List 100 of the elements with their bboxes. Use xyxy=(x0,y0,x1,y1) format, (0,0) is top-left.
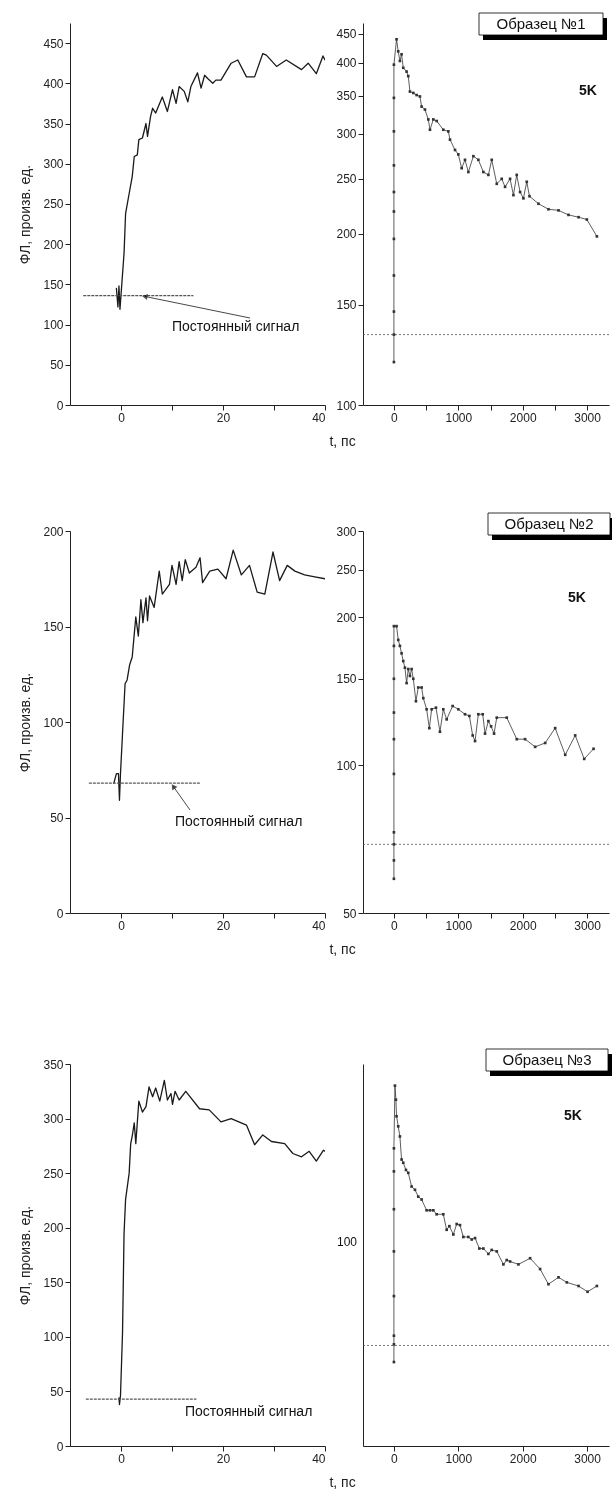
x-tick-label: 0 xyxy=(118,410,126,425)
point xyxy=(495,1250,499,1253)
x-tick-label: 2000 xyxy=(509,410,537,425)
point xyxy=(522,197,525,200)
annotation: Постоянный сигнал xyxy=(185,1403,313,1419)
x-tick-label: 40 xyxy=(312,1451,326,1466)
x-tick-label: 1000 xyxy=(445,918,473,933)
point xyxy=(557,209,560,212)
point xyxy=(416,1195,420,1198)
x-tick-label: 0 xyxy=(391,410,399,425)
point xyxy=(495,182,499,186)
y-tick-label: 0 xyxy=(56,398,64,413)
y-tick-label: 200 xyxy=(43,524,64,539)
point xyxy=(395,37,398,41)
y-tick-label: 450 xyxy=(43,36,64,51)
y-tick-label: 200 xyxy=(336,227,357,242)
x-axis-title: t, пс xyxy=(329,940,356,957)
y-tick-label: 150 xyxy=(43,1275,64,1290)
point xyxy=(425,707,428,711)
point xyxy=(400,1158,403,1161)
point xyxy=(416,686,420,689)
point xyxy=(400,52,403,56)
annotation: 5K xyxy=(568,589,586,605)
y-tick-label: 150 xyxy=(43,620,64,634)
point xyxy=(482,1247,485,1250)
point xyxy=(565,1281,569,1284)
y-tick-label: 150 xyxy=(336,672,357,687)
point xyxy=(441,1212,445,1216)
point xyxy=(401,1161,405,1165)
y-tick-label: 350 xyxy=(336,89,357,104)
annotation: Постоянный сигнал xyxy=(172,318,300,334)
y-tick-label: 300 xyxy=(43,157,64,172)
point xyxy=(400,652,403,655)
x-tick-label: 0 xyxy=(391,1451,399,1466)
y-tick-label: 100 xyxy=(43,1330,64,1345)
x-tick-label: 20 xyxy=(216,410,231,425)
point xyxy=(395,1114,398,1118)
y-tick-label: 250 xyxy=(43,197,64,212)
point xyxy=(577,215,580,219)
point xyxy=(573,734,577,737)
y-tick-label: 350 xyxy=(43,1057,64,1072)
y-tick-label: 200 xyxy=(43,237,64,252)
y-tick-label: 150 xyxy=(43,277,64,292)
x-tick-label: 1000 xyxy=(445,410,473,425)
annotation: Образец №2 xyxy=(504,515,594,532)
y-tick-label: 200 xyxy=(43,1221,64,1236)
y-tick-label: 0 xyxy=(56,906,64,921)
point xyxy=(460,166,463,170)
point xyxy=(447,130,450,133)
point xyxy=(452,1233,455,1236)
x-tick-label: 40 xyxy=(312,410,326,425)
point xyxy=(420,1198,423,1201)
point xyxy=(481,712,485,716)
y-tick-label: 300 xyxy=(43,1112,64,1127)
text: Образец №3 xyxy=(502,1051,592,1068)
line-series xyxy=(115,52,325,310)
x-tick-label: 40 xyxy=(312,918,326,933)
point xyxy=(396,1125,400,1128)
point xyxy=(495,716,499,719)
y-tick-label: 100 xyxy=(43,715,64,730)
x-tick-label: 20 xyxy=(216,918,231,933)
y-tick-label: 200 xyxy=(336,610,357,625)
point xyxy=(505,716,509,719)
point xyxy=(547,207,550,211)
point xyxy=(420,686,423,689)
point xyxy=(525,180,529,184)
annotation: Постоянный сигнал xyxy=(175,813,303,829)
x-tick-label: 2000 xyxy=(509,918,537,933)
y-tick-label: 0 xyxy=(56,1439,64,1454)
point xyxy=(430,707,433,711)
point xyxy=(445,1228,448,1232)
point xyxy=(445,718,448,721)
point xyxy=(432,1208,435,1212)
point xyxy=(472,154,475,158)
point xyxy=(592,747,595,751)
y-tick-label: 50 xyxy=(50,1384,64,1399)
point xyxy=(396,50,400,53)
line-series xyxy=(113,549,325,801)
x-tick-label: 0 xyxy=(118,1451,126,1466)
point xyxy=(410,1185,413,1188)
x-tick-label: 2000 xyxy=(509,1451,537,1466)
annotation: 5K xyxy=(564,1107,582,1123)
point xyxy=(405,70,408,73)
point xyxy=(425,1208,428,1212)
y-tick-label: 250 xyxy=(43,1166,64,1181)
x-tick-label: 3000 xyxy=(574,1451,602,1466)
y-axis-title: ФЛ, произв. ед. xyxy=(17,672,34,773)
point xyxy=(557,1276,560,1279)
y-tick-label: 50 xyxy=(50,811,64,825)
x-tick-label: 3000 xyxy=(574,918,602,933)
point xyxy=(456,707,460,711)
x-tick-label: 3000 xyxy=(574,410,602,425)
x-tick-label: 20 xyxy=(216,1451,231,1466)
point xyxy=(456,153,460,156)
x-tick-label: 0 xyxy=(391,918,399,933)
y-tick-label: 50 xyxy=(50,358,64,373)
point xyxy=(435,1212,438,1216)
point xyxy=(586,1290,589,1294)
point xyxy=(441,128,445,132)
point xyxy=(547,1282,550,1286)
